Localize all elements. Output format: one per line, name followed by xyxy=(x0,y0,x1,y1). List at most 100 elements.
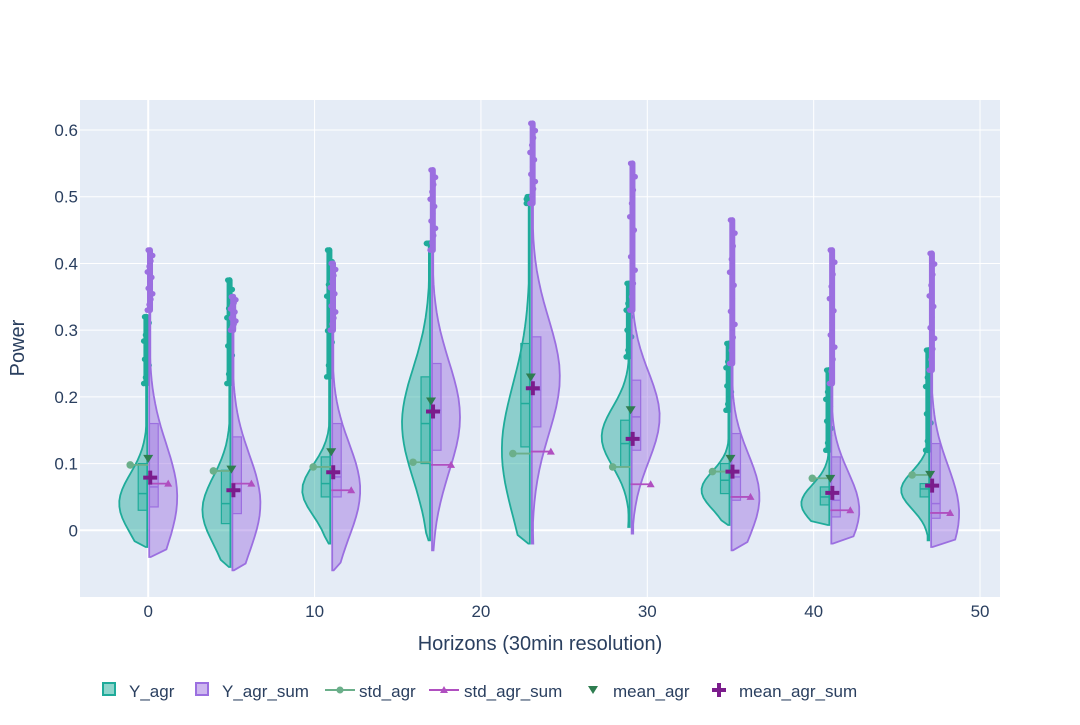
y-agr-box xyxy=(137,462,148,511)
legend-label-std-agr: std_agr xyxy=(359,682,416,701)
y-agr-sum-outlier-point xyxy=(630,280,637,287)
y-agr-outlier-point xyxy=(140,380,147,387)
y-tick-label: 0.5 xyxy=(54,188,78,207)
y-agr-sum-outlier-point xyxy=(931,261,938,267)
y-agr-box xyxy=(220,469,231,525)
y-agr-sum-outlier-point xyxy=(827,247,834,253)
y-agr-sum-outlier-point xyxy=(147,280,153,286)
y-agr-outlier-point xyxy=(823,418,830,424)
y-agr-outlier-point xyxy=(224,314,230,321)
std-agr-sum-point xyxy=(447,460,456,468)
y-agr-outlier-point xyxy=(823,447,829,454)
y-agr-outlier-point xyxy=(823,396,829,403)
mean-agr-point xyxy=(143,454,154,463)
y-agr-sum-outlier-point xyxy=(826,295,833,302)
legend: Y_agr Y_agr_sum std_agr std_agr_sum mean… xyxy=(102,682,857,701)
legend-swatch-y-agr-sum xyxy=(195,682,209,696)
horizon-group xyxy=(301,247,361,572)
y-agr-sum-outlier-point xyxy=(149,274,155,281)
y-agr-outlier-point xyxy=(923,347,930,353)
y-tick-label: 0.2 xyxy=(54,388,78,407)
y-agr-outlier-point xyxy=(325,362,332,369)
y-agr-sum-outlier-point xyxy=(828,368,835,375)
y-agr-outlier-point xyxy=(323,293,330,299)
y-agr-sum-outlier-point xyxy=(630,187,637,193)
y-agr-violin xyxy=(500,195,531,545)
std-agr-point xyxy=(209,467,218,475)
y-agr-sum-outlier-point xyxy=(930,303,937,310)
horizon-group xyxy=(600,160,661,535)
y-agr-sum-outlier-point xyxy=(728,347,735,354)
legend-label-y-agr-sum: Y_agr_sum xyxy=(222,682,309,701)
y-agr-sum-outlier-point xyxy=(631,227,638,233)
y-agr-sum-outlier-point xyxy=(628,293,635,300)
legend-item-mean-agr[interactable]: mean_agr xyxy=(588,682,690,701)
legend-item-mean-agr-sum[interactable]: mean_agr_sum xyxy=(712,682,857,701)
y-agr-sum-outlier-point xyxy=(329,321,335,327)
y-agr-sum-outlier-point xyxy=(532,127,539,134)
std-agr-point xyxy=(126,461,135,469)
y-agr-sum-outlier-point xyxy=(732,321,738,328)
legend-item-y-agr[interactable]: Y_agr xyxy=(102,682,175,701)
y-agr-sum-outlier-point xyxy=(527,200,533,207)
horizon-group xyxy=(900,250,961,548)
y-agr-sum-outlier-point xyxy=(528,142,535,148)
y-agr-outlier-point xyxy=(923,411,930,417)
mean-agr-point xyxy=(326,448,337,457)
y-agr-sum-outlier-point xyxy=(149,252,156,259)
y-agr-sum-outlier-point xyxy=(148,258,154,264)
y-agr-sum-outlier-point xyxy=(328,260,335,267)
y-agr-sum-outlier-point xyxy=(530,135,537,141)
y-agr-sum-outlier-point xyxy=(329,278,335,285)
mean-agr-point xyxy=(925,470,936,479)
std-agr-sum-point xyxy=(546,447,555,455)
y-agr-sum-outlier-point xyxy=(531,156,538,163)
data-layer xyxy=(118,120,961,572)
legend-item-y-agr-sum[interactable]: Y_agr_sum xyxy=(195,682,309,701)
y-agr-outlier-point xyxy=(323,374,330,380)
legend-marker-std-agr-sum xyxy=(440,686,448,693)
x-tick-label: 40 xyxy=(804,602,823,621)
y-agr-sum-outlier-point xyxy=(629,240,636,247)
y-agr-sum-outlier-point xyxy=(930,346,936,352)
legend-item-std-agr-sum[interactable]: std_agr_sum xyxy=(429,682,562,701)
y-agr-outlier-point xyxy=(626,320,632,327)
y-agr-sum-outlier-point xyxy=(144,307,151,313)
horizon-group xyxy=(800,247,861,545)
y-agr-sum-outlier-point xyxy=(331,272,337,279)
y-agr-sum-outlier-point xyxy=(528,120,534,127)
y-agr-sum-outlier-point xyxy=(432,225,439,232)
y-agr-sum-outlier-point xyxy=(729,295,736,302)
y-agr-sum-outlier-point xyxy=(233,318,239,324)
y-agr-outlier-point xyxy=(724,401,731,407)
legend-label-mean-agr: mean_agr xyxy=(613,682,690,701)
y-agr-sum-outlier-point xyxy=(427,196,433,202)
std-agr-point xyxy=(808,474,817,483)
x-axis-title: Horizons (30min resolution) xyxy=(418,633,663,655)
mean-agr-point xyxy=(825,474,836,483)
y-agr-outlier-point xyxy=(724,340,730,347)
y-agr-sum-outlier-point xyxy=(429,189,435,195)
y-agr-sum-outlier-point xyxy=(827,332,834,338)
legend-swatch-y-agr xyxy=(102,682,116,696)
y-agr-outlier-point xyxy=(625,347,631,353)
y-agr-sum-outlier-point xyxy=(927,324,933,331)
legend-marker-std-agr xyxy=(336,686,344,694)
mean-agr-sum-point xyxy=(825,485,840,500)
horizon-group xyxy=(201,277,262,572)
y-agr-sum-outlier-point xyxy=(532,178,539,185)
y-agr-sum-outlier-point xyxy=(332,309,339,315)
std-agr-point xyxy=(409,458,417,467)
y-agr-outlier-point xyxy=(724,383,730,389)
legend-item-std-agr[interactable]: std_agr xyxy=(325,682,416,701)
y-agr-sum-outlier-point xyxy=(232,309,238,315)
y-agr-outlier-point xyxy=(424,240,431,247)
std-agr-sum-point xyxy=(646,480,655,488)
mean-agr-point xyxy=(226,465,237,474)
horizon-group xyxy=(700,217,761,552)
std-agr-sum-point xyxy=(946,508,955,516)
y-agr-sum-outlier-point xyxy=(627,253,634,260)
y-agr-outlier-point xyxy=(824,389,831,395)
